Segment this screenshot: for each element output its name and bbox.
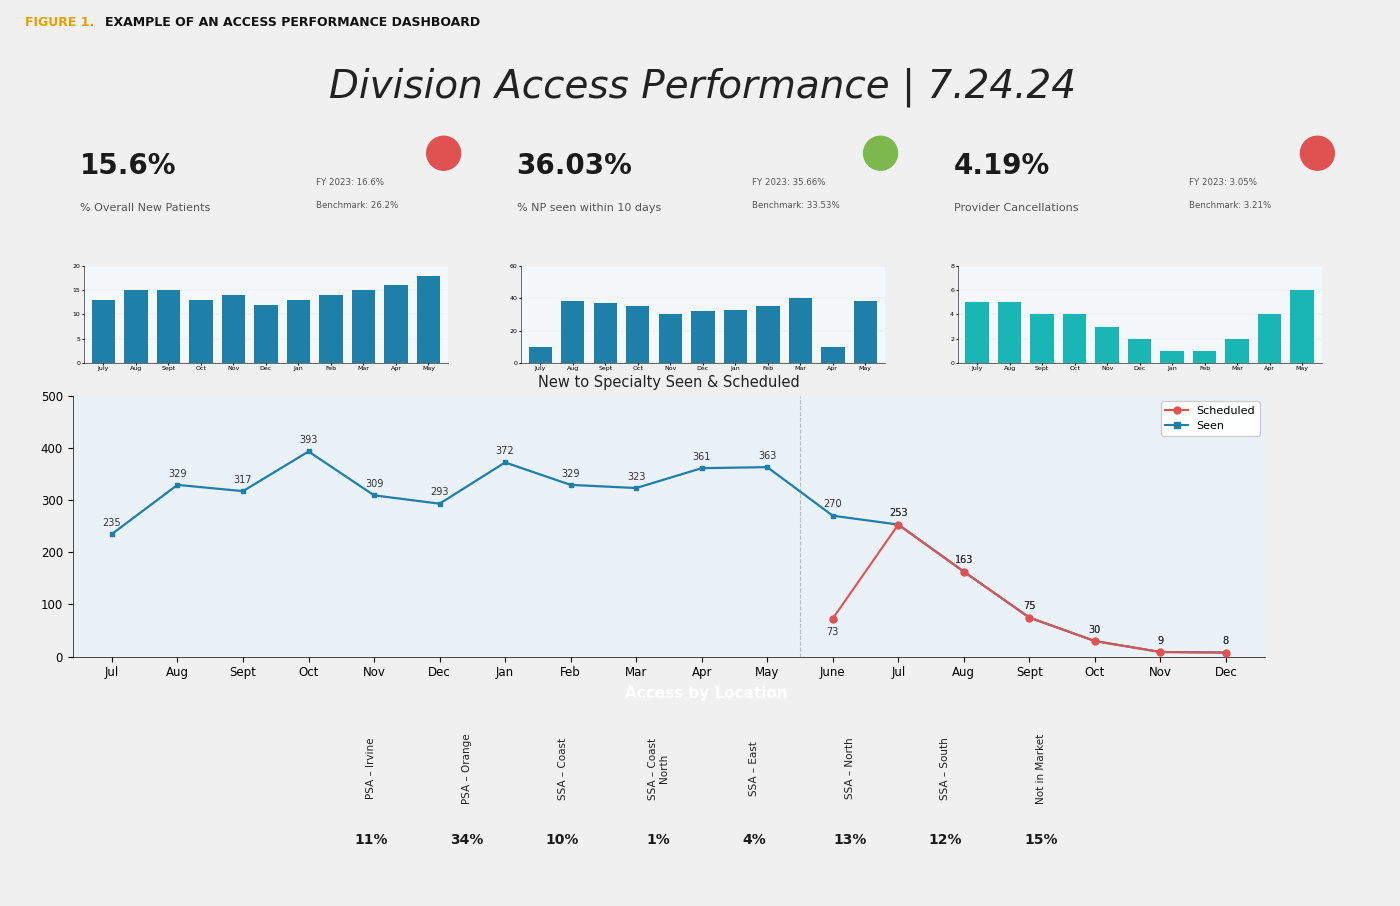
Bar: [92, 300, 115, 363]
Bar: [966, 303, 988, 363]
Text: 4.19%: 4.19%: [953, 152, 1050, 180]
Bar: [287, 300, 311, 363]
Bar: [125, 290, 147, 363]
Text: 253: 253: [889, 508, 907, 518]
Text: 73: 73: [826, 627, 839, 637]
Text: Not in Market: Not in Market: [1036, 733, 1046, 804]
Bar: [529, 347, 552, 363]
Text: 15%: 15%: [1025, 834, 1058, 847]
Text: 270: 270: [823, 499, 841, 509]
Bar: [351, 290, 375, 363]
Text: 75: 75: [1023, 602, 1036, 612]
Circle shape: [427, 136, 461, 170]
Text: 30: 30: [1089, 625, 1100, 635]
Text: 293: 293: [430, 487, 449, 497]
Bar: [1259, 314, 1281, 363]
Text: 8: 8: [1222, 636, 1229, 646]
Bar: [1193, 351, 1217, 363]
Text: 30: 30: [1089, 625, 1100, 635]
Bar: [1128, 339, 1151, 363]
Text: 9: 9: [1158, 636, 1163, 646]
Bar: [724, 310, 748, 363]
Bar: [788, 298, 812, 363]
Text: SSA – North: SSA – North: [844, 737, 855, 799]
Text: 36.03%: 36.03%: [517, 152, 633, 180]
Bar: [1030, 314, 1054, 363]
Text: % Overall New Patients: % Overall New Patients: [80, 204, 210, 214]
Text: 1%: 1%: [647, 834, 671, 847]
Text: 309: 309: [365, 479, 384, 489]
Bar: [594, 304, 617, 363]
Text: % NP seen within 10 days: % NP seen within 10 days: [517, 204, 661, 214]
Text: SSA – South: SSA – South: [941, 737, 951, 800]
Text: SSA – Coast
North: SSA – Coast North: [648, 737, 669, 800]
Bar: [658, 314, 682, 363]
Text: 363: 363: [757, 451, 777, 461]
Text: PSA – Orange: PSA – Orange: [462, 733, 472, 804]
Bar: [255, 304, 277, 363]
Bar: [1225, 339, 1249, 363]
Text: 393: 393: [300, 435, 318, 445]
Text: Benchmark: 3.21%: Benchmark: 3.21%: [1190, 201, 1271, 210]
Text: FY 2023: 35.66%: FY 2023: 35.66%: [752, 178, 826, 187]
Text: Benchmark: 26.2%: Benchmark: 26.2%: [315, 201, 398, 210]
Text: Access by Location: Access by Location: [624, 686, 788, 700]
Text: 13%: 13%: [833, 834, 867, 847]
Bar: [1063, 314, 1086, 363]
Text: 8: 8: [1222, 636, 1229, 646]
Bar: [822, 347, 844, 363]
Text: 235: 235: [102, 517, 122, 527]
Bar: [998, 303, 1022, 363]
Bar: [417, 275, 440, 363]
Text: SSA – East: SSA – East: [749, 741, 759, 796]
Text: 9: 9: [1158, 636, 1163, 646]
Title: New to Specialty Seen & Scheduled: New to Specialty Seen & Scheduled: [538, 375, 799, 390]
Text: 253: 253: [889, 508, 907, 518]
Legend: Scheduled, Seen: Scheduled, Seen: [1161, 401, 1260, 436]
Bar: [1161, 351, 1184, 363]
Text: 372: 372: [496, 446, 514, 456]
Text: PSA – Irvine: PSA – Irvine: [367, 737, 377, 799]
Bar: [221, 295, 245, 363]
Bar: [692, 311, 714, 363]
Bar: [854, 302, 876, 363]
Text: 163: 163: [955, 555, 973, 565]
Text: 323: 323: [627, 472, 645, 482]
Bar: [626, 306, 650, 363]
Circle shape: [1301, 136, 1334, 170]
Text: EXAMPLE OF AN ACCESS PERFORMANCE DASHBOARD: EXAMPLE OF AN ACCESS PERFORMANCE DASHBOA…: [105, 16, 480, 29]
Bar: [1291, 290, 1313, 363]
Bar: [157, 290, 181, 363]
Text: 329: 329: [561, 468, 580, 478]
Bar: [319, 295, 343, 363]
Text: 329: 329: [168, 468, 186, 478]
Bar: [756, 306, 780, 363]
Bar: [189, 300, 213, 363]
Text: Division Access Performance | 7.24.24: Division Access Performance | 7.24.24: [329, 68, 1077, 107]
Text: SSA – Coast: SSA – Coast: [557, 737, 567, 800]
Text: FY 2023: 16.6%: FY 2023: 16.6%: [315, 178, 384, 187]
Text: FIGURE 1.: FIGURE 1.: [25, 16, 94, 29]
Text: 75: 75: [1023, 602, 1036, 612]
Text: 10%: 10%: [546, 834, 580, 847]
Text: Benchmark: 33.53%: Benchmark: 33.53%: [752, 201, 840, 210]
Text: 163: 163: [955, 555, 973, 565]
Text: 317: 317: [234, 475, 252, 485]
Text: 11%: 11%: [354, 834, 388, 847]
Text: 4%: 4%: [742, 834, 766, 847]
Text: Provider Cancellations: Provider Cancellations: [953, 204, 1078, 214]
Text: FY 2023: 3.05%: FY 2023: 3.05%: [1190, 178, 1257, 187]
Bar: [1095, 326, 1119, 363]
Bar: [384, 285, 407, 363]
Circle shape: [864, 136, 897, 170]
Text: 34%: 34%: [451, 834, 483, 847]
Bar: [561, 302, 584, 363]
Text: 12%: 12%: [928, 834, 962, 847]
Text: 15.6%: 15.6%: [80, 152, 176, 180]
Text: 361: 361: [693, 452, 711, 462]
